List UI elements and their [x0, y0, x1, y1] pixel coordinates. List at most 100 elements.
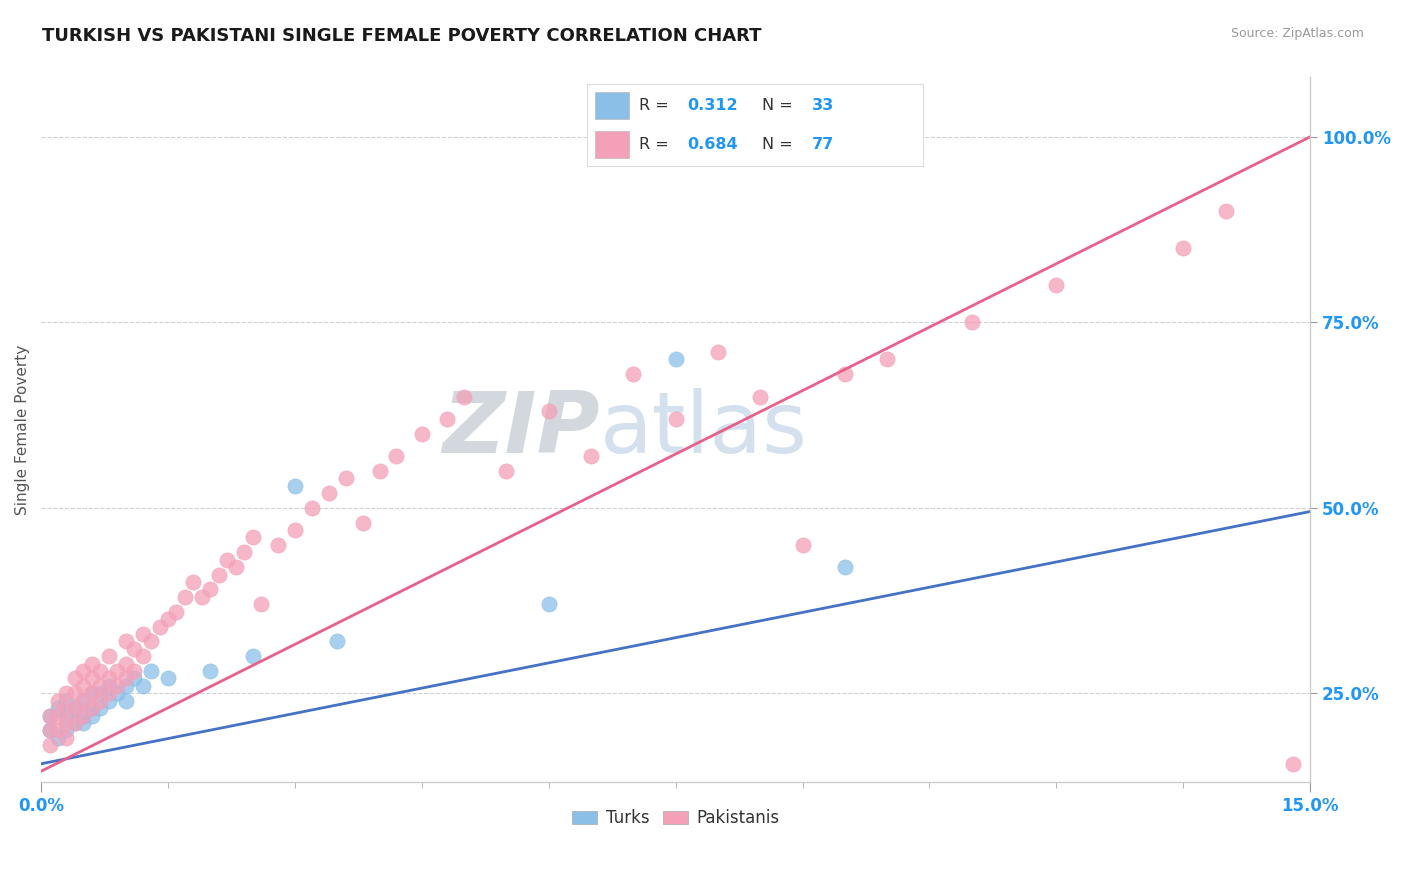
Point — [225, 560, 247, 574]
Text: TURKISH VS PAKISTANI SINGLE FEMALE POVERTY CORRELATION CHART: TURKISH VS PAKISTANI SINGLE FEMALE POVER… — [42, 27, 762, 45]
Point — [80, 686, 103, 700]
Point — [46, 731, 69, 745]
Point — [46, 694, 69, 708]
Point — [46, 701, 69, 715]
Point — [89, 694, 111, 708]
Point — [63, 716, 86, 731]
Point — [385, 449, 408, 463]
Point — [749, 390, 772, 404]
Point — [114, 679, 136, 693]
Point — [368, 464, 391, 478]
Text: Source: ZipAtlas.com: Source: ZipAtlas.com — [1230, 27, 1364, 40]
Point — [208, 567, 231, 582]
Point — [326, 634, 349, 648]
Point — [55, 723, 77, 738]
Point — [250, 597, 273, 611]
Point — [80, 701, 103, 715]
Point — [114, 657, 136, 671]
Point — [89, 679, 111, 693]
Point — [114, 634, 136, 648]
Point — [876, 352, 898, 367]
Point — [55, 686, 77, 700]
Point — [1173, 241, 1195, 255]
Point — [72, 694, 94, 708]
Point — [1282, 756, 1305, 771]
Point — [284, 523, 307, 537]
Point — [72, 708, 94, 723]
Point — [55, 708, 77, 723]
Point — [217, 553, 239, 567]
Point — [72, 694, 94, 708]
Point — [80, 672, 103, 686]
Point — [131, 627, 153, 641]
Point — [436, 411, 458, 425]
Point — [89, 701, 111, 715]
Point — [579, 449, 602, 463]
Point — [72, 679, 94, 693]
Point — [55, 694, 77, 708]
Point — [453, 390, 475, 404]
Point — [80, 657, 103, 671]
Point — [105, 679, 128, 693]
Point — [63, 701, 86, 715]
Point — [411, 426, 433, 441]
Point — [665, 411, 688, 425]
Point — [38, 708, 60, 723]
Point — [72, 664, 94, 678]
Point — [105, 664, 128, 678]
Point — [46, 708, 69, 723]
Point — [72, 716, 94, 731]
Legend: Turks, Pakistanis: Turks, Pakistanis — [565, 803, 786, 834]
Point — [122, 641, 145, 656]
Point — [131, 679, 153, 693]
Point — [114, 694, 136, 708]
Point — [183, 574, 205, 589]
Point — [114, 672, 136, 686]
Point — [139, 664, 162, 678]
Point — [792, 538, 814, 552]
Point — [97, 649, 120, 664]
Point — [72, 708, 94, 723]
Point — [834, 368, 856, 382]
Text: ZIP: ZIP — [441, 388, 599, 471]
Point — [105, 686, 128, 700]
Point — [200, 664, 222, 678]
Point — [166, 605, 188, 619]
Point — [97, 686, 120, 700]
Point — [707, 345, 730, 359]
Point — [122, 672, 145, 686]
Point — [80, 708, 103, 723]
Point — [97, 679, 120, 693]
Point — [63, 686, 86, 700]
Point — [1215, 204, 1237, 219]
Point — [242, 649, 264, 664]
Point — [267, 538, 290, 552]
Point — [665, 352, 688, 367]
Point — [55, 716, 77, 731]
Point — [200, 582, 222, 597]
Point — [191, 590, 214, 604]
Point — [38, 723, 60, 738]
Point — [352, 516, 374, 530]
Point — [157, 612, 180, 626]
Point — [157, 672, 180, 686]
Point — [46, 723, 69, 738]
Point — [139, 634, 162, 648]
Point — [242, 531, 264, 545]
Point — [55, 731, 77, 745]
Text: atlas: atlas — [599, 388, 807, 471]
Point — [97, 672, 120, 686]
Point — [233, 545, 256, 559]
Point — [131, 649, 153, 664]
Point — [80, 686, 103, 700]
Point — [38, 708, 60, 723]
Point — [537, 597, 560, 611]
Point — [335, 471, 357, 485]
Point — [38, 738, 60, 752]
Point — [89, 664, 111, 678]
Y-axis label: Single Female Poverty: Single Female Poverty — [15, 345, 30, 515]
Point — [63, 701, 86, 715]
Point — [38, 723, 60, 738]
Point — [148, 619, 170, 633]
Point — [301, 500, 323, 515]
